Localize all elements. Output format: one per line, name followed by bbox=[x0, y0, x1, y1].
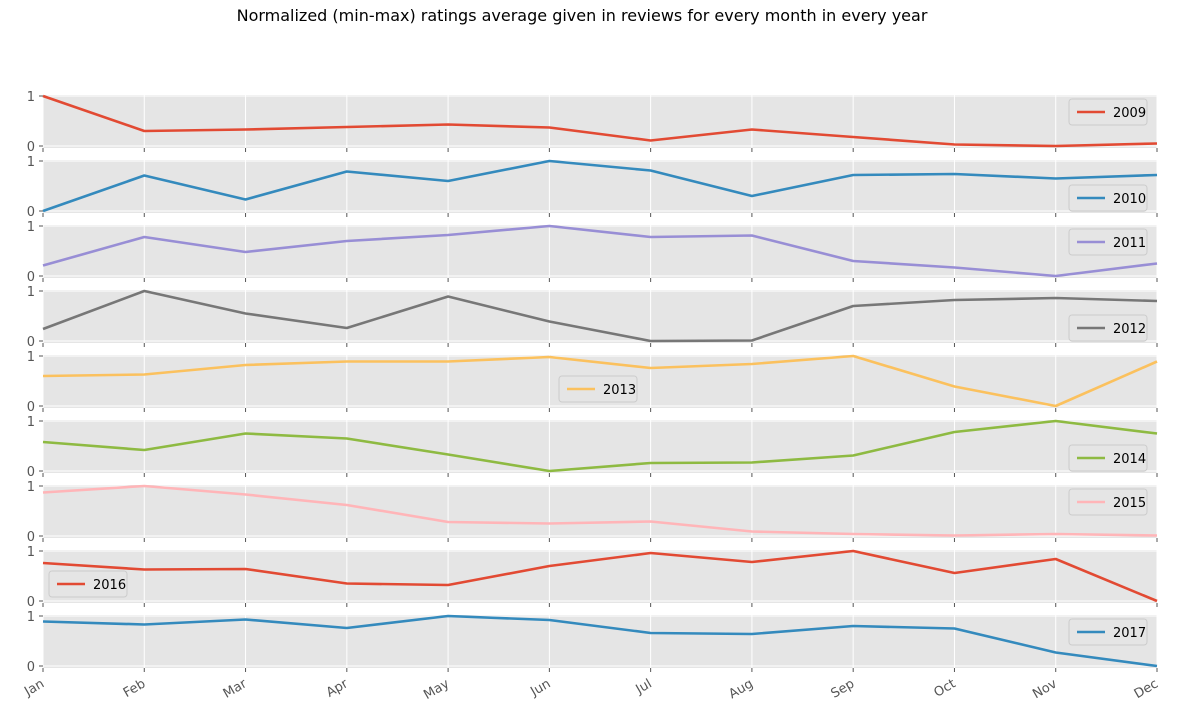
panel-background bbox=[43, 95, 1157, 148]
x-tick-label: Mar bbox=[221, 676, 250, 702]
legend-box bbox=[1068, 618, 1148, 646]
x-tick-label: Sep bbox=[828, 676, 857, 701]
y-tick-label: 1 bbox=[27, 155, 35, 170]
y-tick-label: 1 bbox=[27, 415, 35, 430]
legend-2017: 2017 bbox=[1068, 618, 1148, 646]
legend-box bbox=[1068, 488, 1148, 516]
panel-2012: 0 1 2012 bbox=[27, 285, 1158, 350]
legend-2010: 2010 bbox=[1068, 184, 1148, 212]
y-tick-label: 1 bbox=[27, 90, 35, 105]
panel-background bbox=[43, 485, 1157, 538]
x-tick-label: Oct bbox=[931, 676, 958, 700]
panels-group: 0120090120100120110120120120130120140120… bbox=[27, 90, 1158, 675]
series-line-2010 bbox=[42, 159, 1158, 213]
y-tick-label: 0 bbox=[27, 660, 35, 675]
y-tick-label: 0 bbox=[27, 205, 35, 220]
panel-2017: 0 1 2017 bbox=[27, 610, 1158, 675]
y-tick-label: 0 bbox=[27, 400, 35, 415]
legend-label: 2016 bbox=[93, 578, 126, 593]
y-tick-label: 1 bbox=[27, 610, 35, 625]
x-axis: Jan Feb Mar Apr May Jun Jul Aug Sep Oct Nov Dec bbox=[21, 676, 1161, 703]
panel-2015: 0 1 2015 bbox=[27, 480, 1158, 545]
x-tick-label: Apr bbox=[324, 676, 352, 701]
panel-background bbox=[43, 420, 1157, 473]
legend-2011: 2011 bbox=[1068, 228, 1148, 256]
legend-2015: 2015 bbox=[1068, 488, 1148, 516]
legend-label: 2015 bbox=[1113, 496, 1146, 511]
panel-2010: 0 1 2010 bbox=[27, 155, 1158, 220]
panel-background bbox=[43, 290, 1157, 343]
panel-2016: 0 1 2016 bbox=[27, 545, 1158, 610]
panel-background bbox=[43, 615, 1157, 668]
y-tick-label: 0 bbox=[27, 465, 35, 480]
x-tick-label: Jun bbox=[527, 676, 553, 700]
legend-box bbox=[1068, 314, 1148, 342]
x-tick-label: Feb bbox=[121, 676, 148, 701]
legend-box bbox=[558, 375, 638, 403]
series-line-2016 bbox=[42, 549, 1158, 603]
x-tick-label: Jan bbox=[21, 676, 47, 700]
legend-label: 2012 bbox=[1113, 322, 1146, 337]
x-tick-label: Nov bbox=[1030, 676, 1060, 702]
legend-2016: 2016 bbox=[48, 570, 128, 598]
legend-2014: 2014 bbox=[1068, 444, 1148, 472]
y-tick-label: 1 bbox=[27, 350, 35, 365]
legend-label: 2013 bbox=[603, 383, 636, 398]
series-line-2011 bbox=[42, 224, 1158, 278]
y-tick-label: 0 bbox=[27, 530, 35, 545]
panel-background bbox=[43, 160, 1157, 213]
series-line-2017 bbox=[42, 614, 1158, 668]
x-tick-label: Aug bbox=[726, 676, 755, 702]
y-tick-label: 1 bbox=[27, 545, 35, 560]
panel-2013: 0 1 2013 bbox=[27, 350, 1158, 415]
panel-2014: 0 1 2014 bbox=[27, 415, 1158, 480]
legend-2009: 2009 bbox=[1068, 98, 1148, 126]
legend-2013: 2013 bbox=[558, 375, 638, 403]
y-tick-label: 1 bbox=[27, 220, 35, 235]
series-line-2014 bbox=[42, 419, 1158, 473]
y-tick-label: 1 bbox=[27, 480, 35, 495]
x-tick-label: Jul bbox=[633, 676, 655, 697]
y-tick-label: 0 bbox=[27, 595, 35, 610]
panel-background bbox=[43, 550, 1157, 603]
legend-2012: 2012 bbox=[1068, 314, 1148, 342]
y-tick-label: 1 bbox=[27, 285, 35, 300]
legend-label: 2009 bbox=[1113, 106, 1146, 121]
x-tick-label: May bbox=[421, 676, 452, 703]
series-line-2013 bbox=[42, 354, 1158, 408]
legend-box bbox=[1068, 228, 1148, 256]
y-tick-label: 0 bbox=[27, 270, 35, 285]
panel-2011: 0 1 2011 bbox=[27, 220, 1158, 285]
series-line-2015 bbox=[42, 484, 1158, 537]
y-tick-label: 0 bbox=[27, 140, 35, 155]
series-line-2009 bbox=[42, 94, 1158, 148]
legend-label: 2011 bbox=[1113, 236, 1146, 251]
legend-label: 2017 bbox=[1113, 626, 1146, 641]
legend-label: 2010 bbox=[1113, 192, 1146, 207]
chart-title: Normalized (min-max) ratings average giv… bbox=[237, 6, 928, 25]
panel-2009: 0 1 2009 bbox=[27, 90, 1158, 155]
legend-label: 2014 bbox=[1113, 452, 1146, 467]
legend-box bbox=[1068, 184, 1148, 212]
series-line-2012 bbox=[42, 289, 1158, 343]
y-tick-label: 0 bbox=[27, 335, 35, 350]
legend-box bbox=[1068, 444, 1148, 472]
legend-box bbox=[1068, 98, 1148, 126]
x-tick-label: Dec bbox=[1132, 676, 1161, 702]
legend-box bbox=[48, 570, 128, 598]
